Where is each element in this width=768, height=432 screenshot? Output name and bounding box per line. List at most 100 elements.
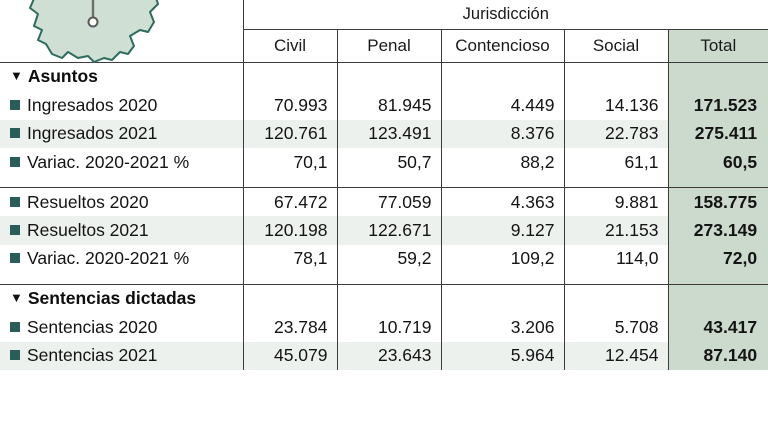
square-bullet-icon <box>10 128 20 139</box>
table-row[interactable]: Resueltos 2021 120.198 122.671 9.127 21.… <box>0 216 768 245</box>
scale-post-base <box>87 16 99 28</box>
column-header-penal: Penal <box>336 29 441 63</box>
empty-cell <box>336 283 441 313</box>
jurisdiction-statistics-table: Jurisdicción Civil Penal Contencioso Soc… <box>0 0 768 370</box>
cell-social: 9.881 <box>563 187 668 216</box>
row-label-cell: Variac. 2020-2021 % <box>0 245 243 274</box>
section-spacer <box>0 176 768 188</box>
row-label-cell: Ingresados 2020 <box>0 91 243 120</box>
table-row[interactable]: Ingresados 2021 120.761 123.491 8.376 22… <box>0 119 768 148</box>
empty-cell <box>563 283 668 313</box>
cell-total: 87.140 <box>667 341 768 370</box>
table-row[interactable]: Resueltos 2020 67.472 77.059 4.363 9.881… <box>0 187 768 216</box>
empty-cell <box>667 61 768 91</box>
cell-civil: 78,1 <box>242 244 337 273</box>
row-label-cell: Sentencias 2020 <box>0 313 243 342</box>
row-label-cell: Resueltos 2020 <box>0 187 243 216</box>
section-title-cell: ▼ Asuntos <box>0 61 243 91</box>
row-label: Ingresados 2020 <box>27 94 158 115</box>
spacer-cell <box>440 176 564 188</box>
section-header-asuntos[interactable]: ▼ Asuntos <box>0 61 768 91</box>
empty-cell <box>667 283 768 313</box>
cell-penal: 77.059 <box>336 187 441 216</box>
table-row[interactable]: Variac. 2020-2021 % 70,1 50,7 88,2 61,1 … <box>0 148 768 177</box>
row-label-cell: Variac. 2020-2021 % <box>0 148 243 177</box>
jurisdiction-group-header: Jurisdicción <box>242 0 768 30</box>
row-label: Resueltos 2020 <box>27 191 149 212</box>
cell-civil: 23.784 <box>242 313 337 342</box>
row-label-cell: Resueltos 2021 <box>0 216 243 245</box>
cell-civil: 120.761 <box>242 119 337 148</box>
table-header-group-row: Jurisdicción <box>0 0 768 30</box>
row-label: Sentencias 2020 <box>27 316 158 337</box>
cell-contencioso: 88,2 <box>440 148 564 177</box>
spacer-cell <box>242 273 337 284</box>
spacer-cell <box>667 273 768 284</box>
logo-graphic <box>29 0 159 63</box>
cell-contencioso: 9.127 <box>440 216 564 245</box>
cell-total: 72,0 <box>667 244 768 273</box>
justice-scales-over-map-logo <box>8 0 178 66</box>
row-label: Sentencias 2021 <box>27 345 158 366</box>
empty-cell <box>563 61 668 91</box>
cell-civil: 70.993 <box>242 91 337 120</box>
cell-penal: 10.719 <box>336 313 441 342</box>
spacer-cell <box>242 176 337 188</box>
map-silhouette-icon <box>29 0 159 63</box>
square-bullet-icon <box>10 253 20 264</box>
square-bullet-icon <box>10 99 20 110</box>
spacer-cell <box>563 273 668 284</box>
column-header-total: Total <box>667 29 768 63</box>
cell-social: 12.454 <box>563 341 668 370</box>
cell-civil: 45.079 <box>242 341 337 370</box>
cell-penal: 122.671 <box>336 216 441 245</box>
empty-cell <box>440 283 564 313</box>
cell-civil: 120.198 <box>242 216 337 245</box>
spacer-cell <box>440 273 564 284</box>
table-header-columns-row: Civil Penal Contencioso Social Total <box>0 29 768 63</box>
table-row[interactable]: Sentencias 2021 45.079 23.643 5.964 12.4… <box>0 341 768 370</box>
cell-total: 60,5 <box>667 148 768 177</box>
row-label-cell: Ingresados 2021 <box>0 119 243 148</box>
spacer-cell <box>0 273 243 284</box>
cell-contencioso: 109,2 <box>440 244 564 273</box>
section-title-label: Sentencias dictadas <box>27 288 197 309</box>
section-header-sentencias-dictadas[interactable]: ▼ Sentencias dictadas <box>0 283 768 313</box>
cell-civil: 67.472 <box>242 187 337 216</box>
cell-contencioso: 5.964 <box>440 341 564 370</box>
square-bullet-icon <box>10 224 20 235</box>
cell-social: 14.136 <box>563 91 668 120</box>
cell-contencioso: 3.206 <box>440 313 564 342</box>
square-bullet-icon <box>10 321 20 332</box>
cell-contencioso: 4.449 <box>440 91 564 120</box>
cell-contencioso: 4.363 <box>440 187 564 216</box>
row-label: Ingresados 2021 <box>27 123 158 144</box>
cell-total: 275.411 <box>667 119 768 148</box>
square-bullet-icon <box>10 350 20 361</box>
cell-penal: 23.643 <box>336 341 441 370</box>
spacer-cell <box>563 176 668 188</box>
cell-penal: 50,7 <box>336 148 441 177</box>
cell-total: 158.775 <box>667 187 768 216</box>
table-row[interactable]: Ingresados 2020 70.993 81.945 4.449 14.1… <box>0 91 768 120</box>
table-row[interactable]: Variac. 2020-2021 % 78,1 59,2 109,2 114,… <box>0 244 768 274</box>
section-title-label: Asuntos <box>27 66 98 87</box>
cell-social: 114,0 <box>563 244 668 273</box>
cell-social: 61,1 <box>563 148 668 177</box>
column-header-contencioso: Contencioso <box>440 29 564 63</box>
table-row[interactable]: Sentencias 2020 23.784 10.719 3.206 5.70… <box>0 313 768 342</box>
square-bullet-icon <box>10 196 20 207</box>
square-bullet-icon <box>10 156 20 167</box>
spacer-cell <box>336 273 441 284</box>
cell-contencioso: 8.376 <box>440 119 564 148</box>
spacer-cell <box>336 176 441 188</box>
cell-penal: 81.945 <box>336 91 441 120</box>
chevron-down-icon[interactable]: ▼ <box>10 290 23 306</box>
row-label: Variac. 2020-2021 % <box>27 151 190 172</box>
empty-cell <box>336 61 441 91</box>
spacer-cell <box>667 176 768 188</box>
section-title-cell: ▼ Sentencias dictadas <box>0 283 243 313</box>
row-label: Resueltos 2021 <box>27 219 149 240</box>
chevron-down-icon[interactable]: ▼ <box>10 68 23 84</box>
